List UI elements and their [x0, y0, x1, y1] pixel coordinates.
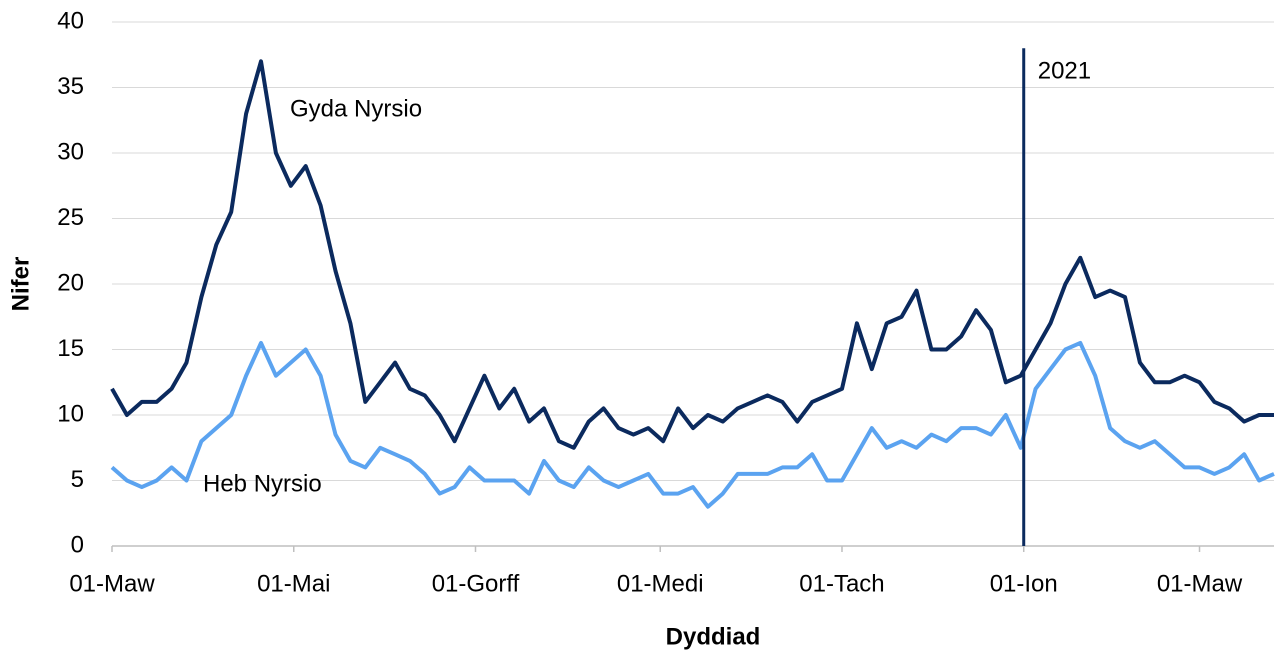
vline-label: 2021: [1038, 57, 1091, 84]
x-axis-label: Dyddiad: [666, 623, 761, 650]
y-tick-label: 0: [71, 531, 84, 558]
x-tick-label: 01-Mai: [257, 570, 330, 597]
y-tick-label: 20: [57, 269, 84, 296]
x-tick-label: 01-Maw: [1157, 570, 1243, 597]
y-axis-label: Nifer: [7, 257, 34, 312]
x-tick-label: 01-Tach: [799, 570, 884, 597]
y-tick-label: 5: [71, 466, 84, 493]
x-tick-label: 01-Maw: [69, 570, 155, 597]
series-label: Heb Nyrsio: [203, 470, 322, 497]
series-line: [110, 59, 1274, 450]
y-tick-label: 35: [57, 73, 84, 100]
y-tick-label: 15: [57, 335, 84, 362]
x-tick-label: 01-Gorff: [432, 570, 520, 597]
y-tick-label: 25: [57, 204, 84, 231]
y-tick-label: 10: [57, 400, 84, 427]
x-tick-label: 01-Ion: [990, 570, 1058, 597]
x-tick-label: 01-Medi: [617, 570, 704, 597]
y-tick-label: 40: [57, 7, 84, 34]
series-line: [110, 340, 1275, 509]
y-tick-label: 30: [57, 138, 84, 165]
series-label: Gyda Nyrsio: [290, 95, 422, 122]
